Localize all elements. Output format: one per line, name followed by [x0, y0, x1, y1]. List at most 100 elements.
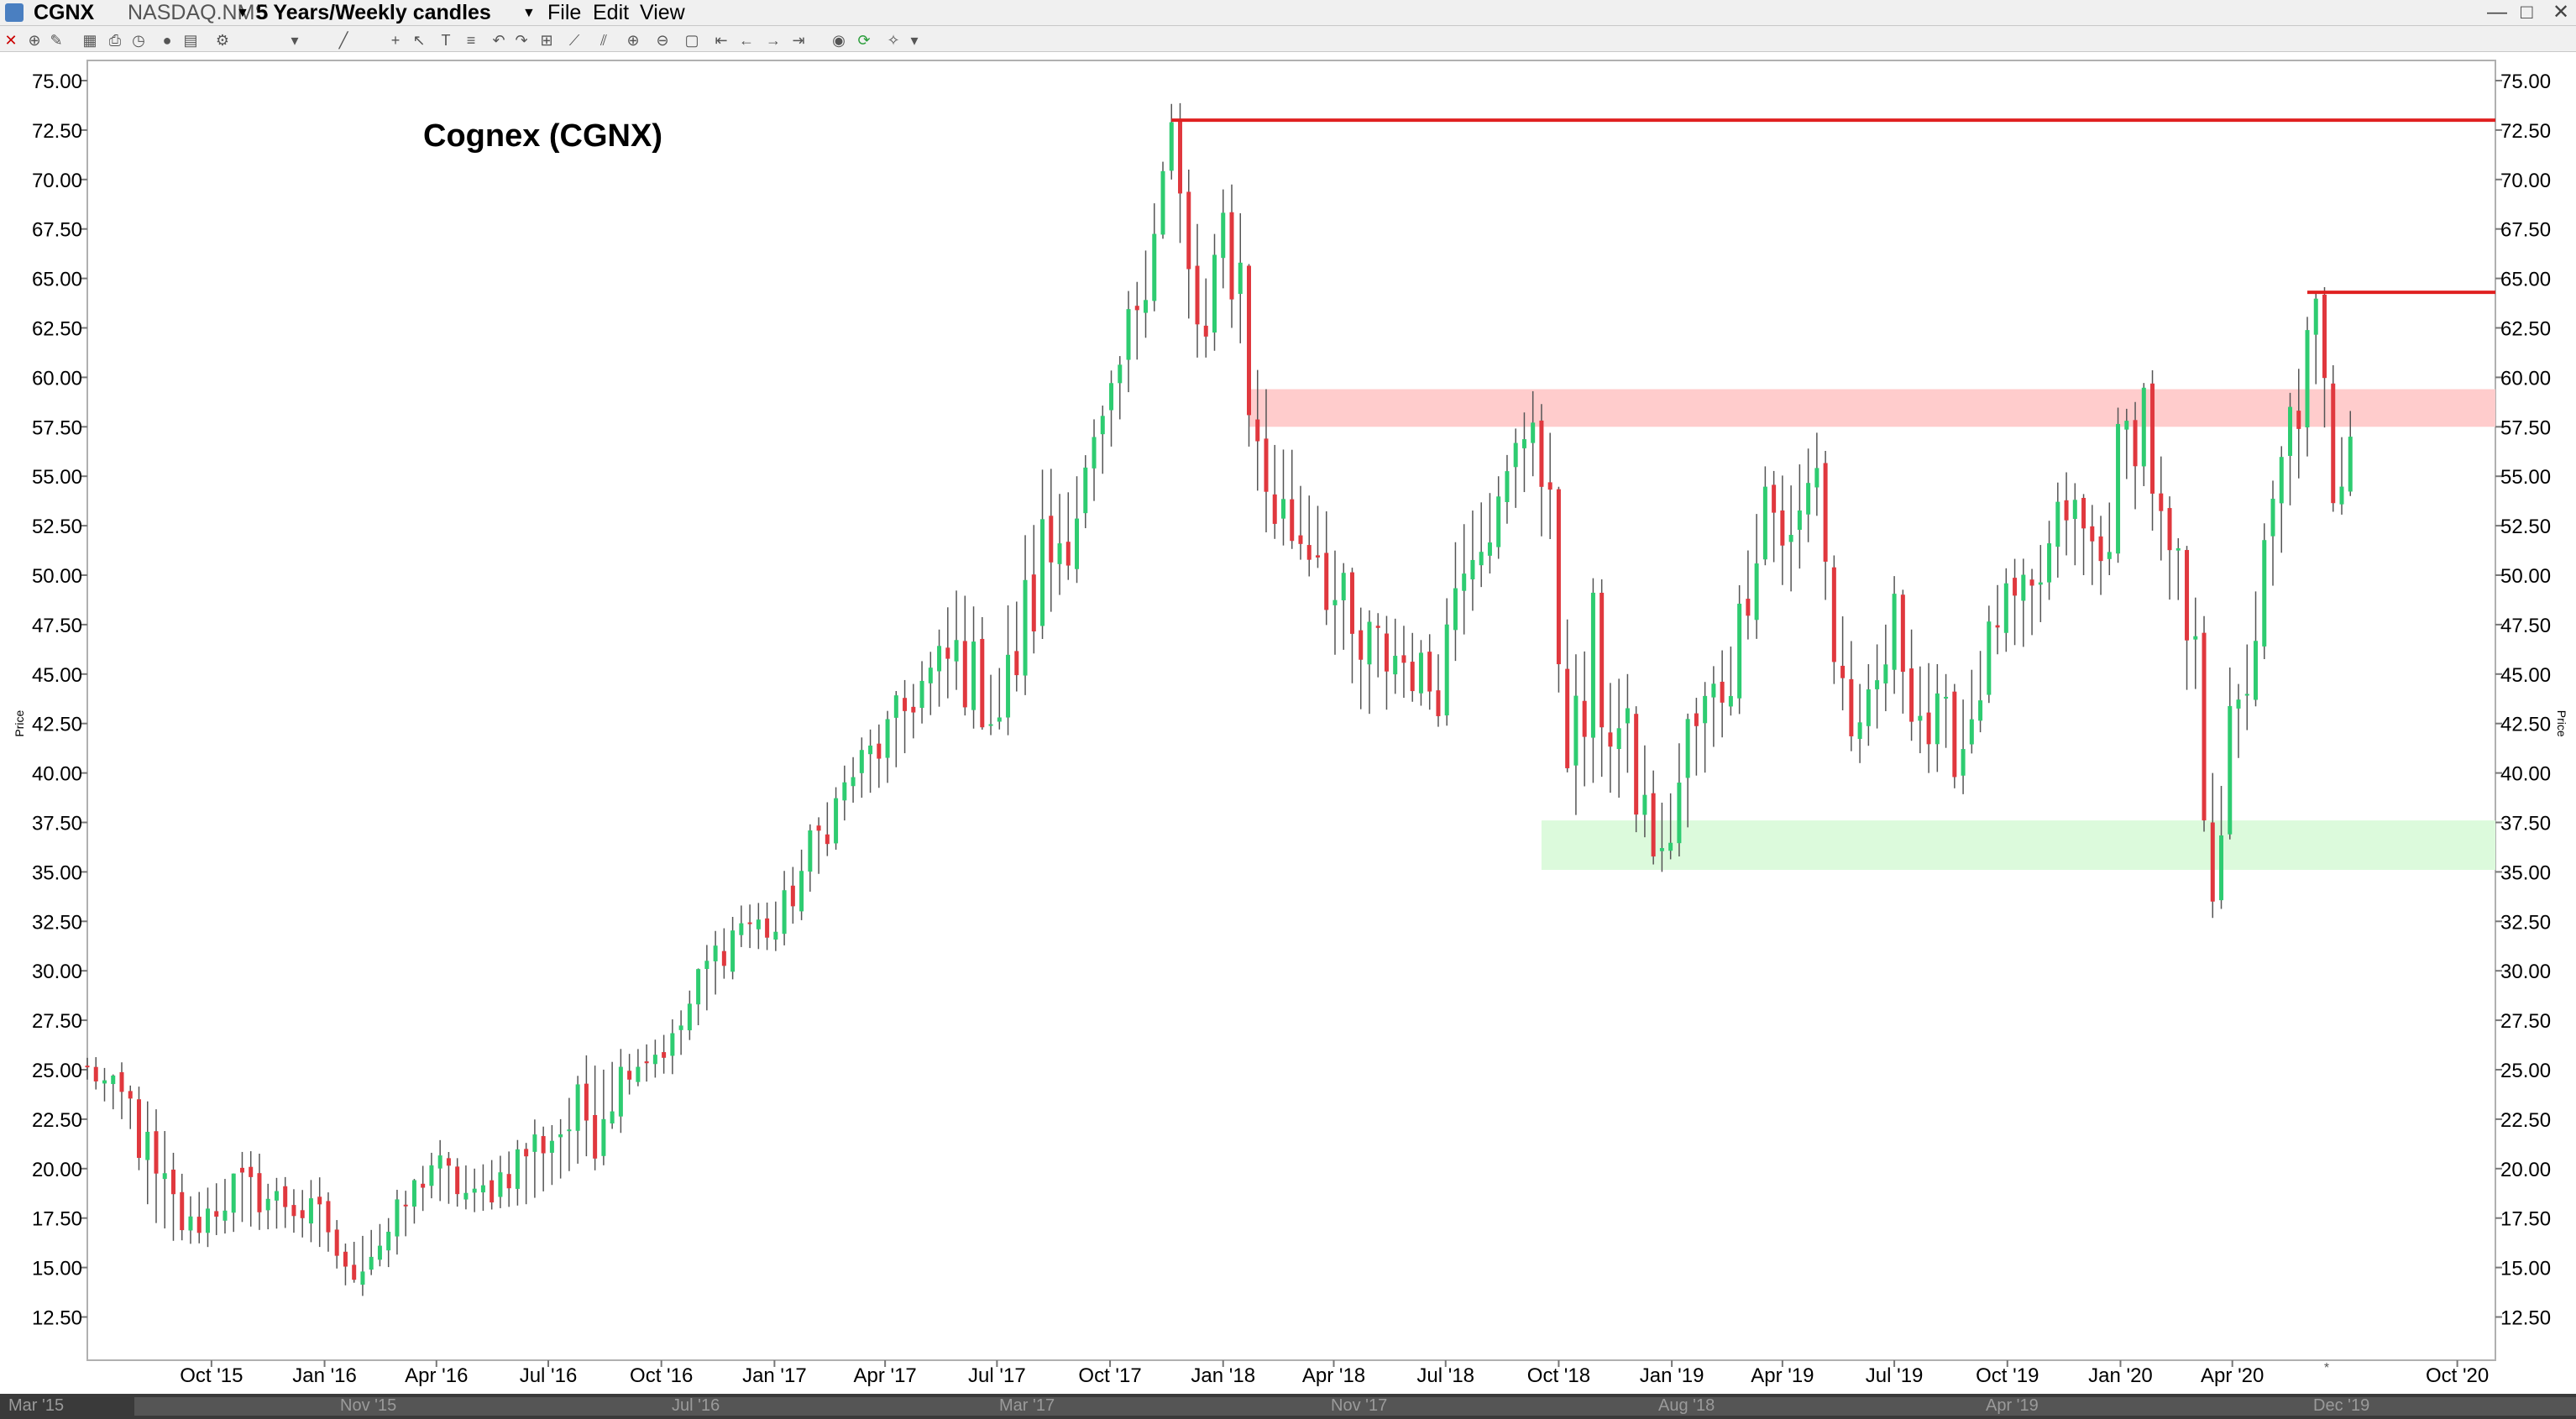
close-button[interactable]: ✕	[2552, 1, 2570, 24]
x-tick-label: Oct '19	[1976, 1364, 2039, 1387]
candle-up	[2236, 699, 2241, 709]
candle-down	[2202, 632, 2207, 821]
candle-up	[1118, 364, 1123, 384]
candle-down	[1849, 678, 1854, 736]
candle-up	[2279, 457, 2284, 504]
candle-down	[2167, 508, 2172, 551]
candle-down	[1427, 652, 1432, 692]
range-end-icon[interactable]: ⇥	[792, 32, 805, 49]
cross-icon[interactable]: +	[390, 32, 401, 49]
line-icon[interactable]: ╱	[338, 32, 348, 49]
candle-up	[2124, 421, 2129, 430]
dropdown-icon[interactable]: ▾	[910, 32, 919, 49]
redo-icon[interactable]: ↷	[515, 32, 528, 49]
menu-file[interactable]: File	[547, 1, 582, 24]
y-tick-label-left: 52.50	[32, 516, 82, 538]
candle-up	[1573, 695, 1579, 766]
candle-up	[463, 1192, 469, 1200]
candle-down	[962, 641, 967, 708]
candle-up	[1023, 579, 1028, 676]
y-tick-label-right: 65.00	[2500, 269, 2551, 291]
candle-up	[1944, 696, 1949, 699]
candle-down	[1272, 494, 1277, 524]
range-left-icon[interactable]: ←	[739, 32, 754, 49]
tools-icon[interactable]: ✧	[887, 32, 900, 49]
candle-up	[1616, 728, 1621, 750]
candle-up	[1280, 499, 1285, 519]
draw-icon[interactable]: ✎	[50, 32, 63, 49]
x-tick-label: Apr '17	[853, 1364, 916, 1387]
menu-view[interactable]: View	[640, 1, 685, 24]
refresh-icon[interactable]: ⟳	[857, 32, 871, 49]
symbol-label[interactable]: CGNX	[34, 1, 95, 24]
candle-down	[1634, 714, 1639, 815]
overview-date-label: Mar '17	[999, 1396, 1055, 1415]
candle-down	[180, 1191, 185, 1231]
y-tick-label-right: 22.50	[2500, 1109, 2551, 1132]
zoom-out-icon[interactable]: ⊖	[656, 32, 669, 49]
dropdown-icon[interactable]: ▾	[291, 32, 299, 49]
x-tick-label: Apr '19	[1751, 1364, 1814, 1387]
y-tick-label-right: 42.50	[2500, 714, 2551, 736]
y-tick-label-right: 15.00	[2500, 1258, 2551, 1280]
undo-icon[interactable]: ↶	[492, 32, 505, 49]
scroll-track[interactable]	[134, 1397, 2576, 1416]
channel-icon[interactable]: ⫽	[599, 32, 608, 49]
candle-down	[2159, 493, 2164, 511]
candle-down	[1229, 212, 1234, 300]
maximize-button[interactable]: □	[2521, 1, 2533, 24]
price-chart[interactable]: 75.00 75.00 72.50 72.50 70.00 70.00 67.50 67.50…	[0, 52, 2576, 1394]
zoom-box-icon[interactable]: ▢	[684, 32, 699, 49]
candle-down	[170, 1170, 175, 1195]
range-start-icon[interactable]: ⇤	[715, 32, 728, 49]
close-icon[interactable]: ✕	[4, 32, 18, 49]
crosshair-icon[interactable]: ⊕	[28, 32, 41, 49]
candle-down	[2296, 411, 2301, 429]
measure-icon[interactable]: ⊞	[540, 32, 553, 49]
text-icon[interactable]: T	[441, 32, 451, 49]
x-tick-label: Jul '19	[1866, 1364, 1924, 1387]
menu-edit[interactable]: Edit	[593, 1, 630, 24]
candle-down	[1401, 655, 1406, 663]
minimize-button[interactable]: —	[2487, 1, 2507, 24]
candle-up	[1806, 483, 1811, 515]
candle-up	[928, 668, 933, 683]
candle-up	[2107, 552, 2112, 559]
chevron-down-icon[interactable]: ▼	[522, 6, 536, 20]
range-right-icon[interactable]: →	[766, 32, 781, 49]
candle-up	[1892, 594, 1897, 670]
period-selector[interactable]: 5 Years/Weekly candles	[256, 1, 491, 24]
candle-down	[1565, 668, 1570, 768]
candle-down	[1134, 306, 1139, 311]
overview-scrollbar[interactable]: Mar '15 Nov '15 Jul '16 Mar '17 Nov '17 Aug '…	[0, 1394, 2576, 1419]
candle-up	[1521, 439, 1526, 448]
print-icon[interactable]: ⎙	[108, 32, 122, 49]
chevron-down-icon[interactable]: ▼	[236, 6, 249, 20]
exchange-label: NASDAQ.NMS	[128, 1, 270, 24]
clock-icon[interactable]: ◷	[132, 32, 145, 49]
candle-down	[593, 1114, 598, 1159]
candle-up	[834, 798, 839, 844]
y-tick-label-right: 60.00	[2500, 367, 2551, 390]
trendline-icon[interactable]: ⟋	[568, 32, 580, 49]
plot-area[interactable]	[86, 60, 2496, 1361]
candle-up	[2055, 501, 2060, 547]
circle-icon[interactable]: ●	[162, 32, 172, 49]
layout-icon[interactable]: ▤	[183, 32, 198, 49]
candle-down	[2013, 578, 2018, 596]
candle-up	[102, 1080, 107, 1084]
candle-down	[1349, 572, 1354, 634]
fib-icon[interactable]: ≡	[466, 32, 476, 49]
candle-down	[1375, 626, 1380, 628]
y-tick-label-right: 52.50	[2500, 516, 2551, 538]
grid-icon[interactable]: ▦	[82, 32, 97, 49]
candle-down	[1436, 690, 1441, 716]
settings-icon[interactable]: ⚙	[215, 32, 230, 49]
candle-up	[696, 969, 701, 1005]
candle-down	[239, 1167, 244, 1173]
y-tick-label-right: 62.50	[2500, 318, 2551, 341]
cursor-icon[interactable]: ↖	[412, 32, 426, 49]
candle-up	[2262, 540, 2267, 647]
zoom-in-icon[interactable]: ⊕	[626, 32, 640, 49]
palette-icon[interactable]: ◉	[832, 32, 846, 49]
